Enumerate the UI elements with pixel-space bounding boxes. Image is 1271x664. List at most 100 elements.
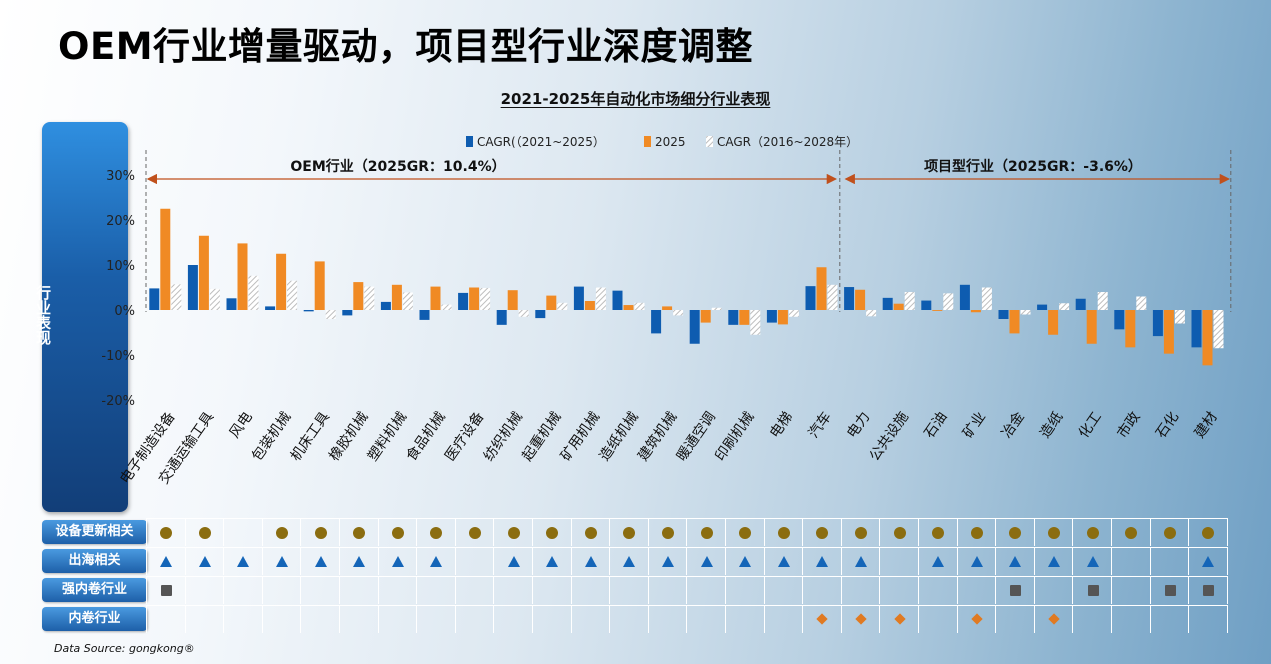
bar-2025 bbox=[314, 261, 325, 310]
attribute-mark-triangle bbox=[353, 556, 366, 567]
bar-2025 bbox=[662, 306, 673, 310]
bar-cagr-2021-2025 bbox=[535, 310, 546, 319]
attribute-cell bbox=[377, 547, 417, 575]
attribute-mark-triangle bbox=[1086, 556, 1099, 567]
bar-cagr-2021-2025 bbox=[1191, 310, 1202, 348]
attribute-cell bbox=[609, 576, 648, 604]
attribute-cell bbox=[609, 605, 648, 633]
x-category-label: 化工 bbox=[1076, 409, 1105, 441]
bar-2025 bbox=[353, 282, 364, 310]
bar-cagr-2021-2025 bbox=[882, 297, 893, 310]
attribute-cell bbox=[339, 576, 378, 604]
attribute-cell bbox=[300, 518, 339, 546]
attribute-mark-diamond bbox=[971, 613, 983, 625]
bar-cagr-2021-2025 bbox=[998, 310, 1009, 319]
attribute-cell bbox=[879, 518, 918, 546]
attribute-mark-triangle bbox=[700, 556, 713, 567]
attribute-mark-triangle bbox=[507, 556, 520, 567]
attribute-cell bbox=[1188, 576, 1227, 604]
bar-cagr-2016-2028 bbox=[518, 310, 529, 317]
bar-cagr-2016-2028 bbox=[634, 302, 645, 310]
attribute-mark-square bbox=[1010, 585, 1022, 596]
bar-2025 bbox=[237, 243, 248, 310]
bar-cagr-2016-2028 bbox=[325, 310, 336, 319]
attribute-cell bbox=[840, 547, 880, 575]
attribute-cell bbox=[570, 518, 610, 546]
bar-2025 bbox=[1086, 310, 1097, 344]
attribute-mark-triangle bbox=[237, 556, 250, 567]
bar-cagr-2016-2028 bbox=[788, 310, 799, 317]
attribute-cell bbox=[840, 518, 880, 546]
attribute-cell bbox=[416, 547, 455, 575]
attribute-mark-circle bbox=[816, 527, 829, 539]
bar-cagr-2016-2028 bbox=[1174, 310, 1185, 324]
attribute-cell bbox=[763, 518, 803, 546]
bar-2025 bbox=[546, 295, 557, 310]
attribute-cell bbox=[223, 547, 262, 575]
project-annotation-label: 项目型行业（2025GR：-3.6%） bbox=[924, 158, 1142, 175]
attribute-cell bbox=[879, 576, 918, 604]
attribute-cell bbox=[686, 605, 725, 633]
attribute-mark-circle bbox=[855, 527, 868, 539]
attribute-mark-circle bbox=[739, 527, 752, 539]
attribute-cell bbox=[802, 605, 841, 633]
attribute-mark-square bbox=[1203, 585, 1215, 596]
attribute-mark-circle bbox=[391, 527, 404, 539]
attribute-cell bbox=[300, 605, 339, 633]
attribute-cell bbox=[956, 605, 996, 633]
y-tick-label: 30% bbox=[106, 169, 135, 184]
bar-cagr-2016-2028 bbox=[1136, 296, 1147, 310]
attribute-cell bbox=[995, 547, 1034, 575]
attribute-cell bbox=[454, 518, 494, 546]
attribute-cell bbox=[918, 547, 957, 575]
legend-label: 2025 bbox=[655, 135, 686, 149]
bar-cagr-2021-2025 bbox=[303, 310, 314, 312]
attribute-cell bbox=[570, 605, 610, 633]
attribute-cell bbox=[493, 576, 532, 604]
attribute-cell bbox=[300, 576, 339, 604]
attribute-cell bbox=[146, 605, 185, 633]
attribute-cell bbox=[802, 576, 841, 604]
attribute-cell bbox=[647, 576, 687, 604]
bar-cagr-2021-2025 bbox=[380, 301, 391, 310]
oem-annotation-label: OEM行业（2025GR：10.4%） bbox=[290, 158, 505, 175]
attribute-mark-triangle bbox=[970, 556, 983, 567]
bar-cagr-2016-2028 bbox=[711, 307, 722, 310]
attribute-mark-triangle bbox=[430, 556, 443, 567]
bar-cagr-2021-2025 bbox=[265, 306, 276, 310]
bar-cagr-2021-2025 bbox=[496, 310, 507, 325]
bar-cagr-2021-2025 bbox=[1152, 310, 1163, 337]
legend-label: CAGR(（2021~2025） bbox=[477, 135, 605, 149]
bar-cagr-2016-2028 bbox=[1059, 303, 1070, 310]
bar-2025 bbox=[970, 310, 981, 313]
attribute-cell bbox=[609, 547, 648, 575]
y-axis-label-panel bbox=[42, 122, 128, 512]
bar-2025 bbox=[623, 305, 634, 310]
bar-cagr-2016-2028 bbox=[750, 310, 761, 335]
bar-cagr-2021-2025 bbox=[921, 300, 932, 310]
attribute-cell bbox=[493, 605, 532, 633]
attribute-mark-triangle bbox=[1048, 556, 1061, 567]
attribute-mark-circle bbox=[777, 527, 790, 539]
attribute-row-end bbox=[1226, 605, 1228, 633]
attribute-cell bbox=[1188, 518, 1227, 546]
attribute-cell bbox=[184, 547, 224, 575]
attribute-cell bbox=[1111, 518, 1150, 546]
attribute-cell bbox=[1033, 547, 1073, 575]
bar-cagr-2021-2025 bbox=[573, 286, 584, 310]
attribute-cell bbox=[1111, 576, 1150, 604]
attribute-mark-circle bbox=[1202, 527, 1215, 539]
attribute-mark-triangle bbox=[816, 556, 829, 567]
attribute-row: 设备更新相关 bbox=[42, 518, 1228, 546]
attribute-cell bbox=[184, 576, 224, 604]
attribute-cell bbox=[454, 547, 494, 575]
attribute-cell bbox=[1188, 605, 1227, 633]
bar-cagr-2016-2028 bbox=[943, 293, 954, 310]
bar-cagr-2021-2025 bbox=[959, 284, 970, 310]
attribute-mark-circle bbox=[276, 527, 289, 539]
attribute-mark-circle bbox=[160, 527, 173, 539]
attribute-mark-triangle bbox=[391, 556, 404, 567]
attribute-row-label: 设备更新相关 bbox=[42, 520, 147, 544]
attribute-cell bbox=[956, 547, 996, 575]
